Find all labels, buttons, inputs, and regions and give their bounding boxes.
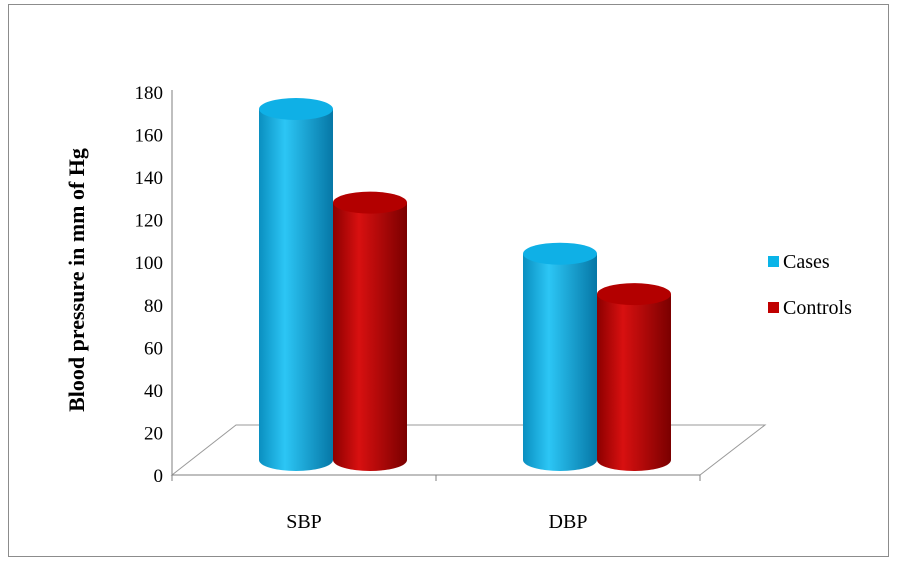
y-tick-label: 140 — [135, 168, 164, 189]
legend-item: Cases — [768, 251, 830, 273]
y-tick-label: 180 — [135, 83, 164, 104]
legend-label: Controls — [783, 297, 852, 319]
legend: Cases Controls — [768, 251, 852, 319]
legend-label: Cases — [783, 251, 830, 273]
bar-top — [259, 98, 333, 121]
y-tick-label: 0 — [154, 466, 164, 487]
bar-top — [597, 283, 671, 306]
bar-body — [333, 202, 407, 471]
axes — [170, 90, 767, 481]
category-labels: SBP DBP — [286, 511, 587, 533]
bar-controls-sbp — [333, 191, 407, 471]
y-axis-label: Blood pressure in mm of Hg — [64, 148, 89, 412]
chart-frame — [8, 4, 889, 557]
y-tick-label: 120 — [135, 211, 164, 232]
y-tick-label: 20 — [144, 423, 163, 444]
category-label: DBP — [549, 511, 588, 533]
category-label: SBP — [286, 511, 322, 533]
bar-cases-sbp — [259, 98, 333, 472]
bar-controls-dbp — [597, 283, 671, 471]
y-tick-label: 100 — [135, 253, 164, 274]
y-tick-labels: 0 20 40 60 80 100 120 140 160 180 — [135, 83, 164, 487]
bars — [259, 98, 671, 472]
y-tick-label: 60 — [144, 338, 163, 359]
legend-swatch — [768, 256, 779, 267]
y-tick-label: 40 — [144, 381, 163, 402]
y-tick-label: 160 — [135, 126, 164, 147]
bar-cases-dbp — [523, 242, 597, 471]
bar-body — [259, 109, 333, 472]
bar-top — [333, 191, 407, 214]
legend-swatch — [768, 302, 779, 313]
y-tick-label: 80 — [144, 296, 163, 317]
bar-body — [523, 253, 597, 471]
bar-body — [597, 294, 671, 471]
bar-top — [523, 242, 597, 265]
legend-item: Controls — [768, 297, 852, 319]
